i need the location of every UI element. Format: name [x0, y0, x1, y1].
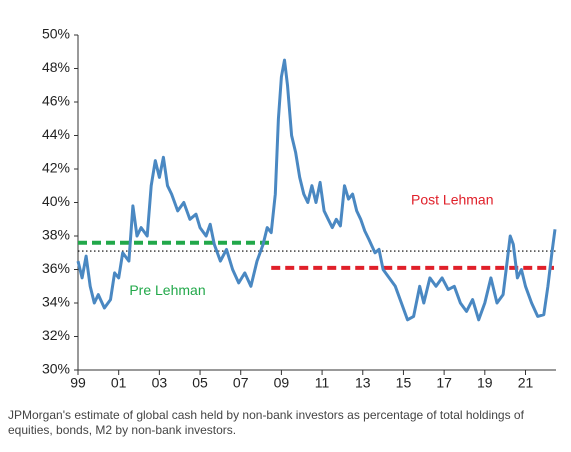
x-tick-label: 07	[233, 375, 249, 391]
y-tick-label: 34%	[42, 294, 70, 310]
x-tick-label: 05	[192, 375, 208, 391]
x-tick-label: 13	[355, 375, 371, 391]
y-tick-label: 44%	[42, 126, 70, 142]
x-tick-label: 11	[315, 375, 330, 391]
x-tick-label: 19	[477, 375, 493, 391]
x-tick-label: 17	[436, 375, 452, 391]
y-tick-label: 42%	[42, 160, 70, 176]
y-tick-label: 38%	[42, 227, 70, 243]
y-tick-label: 32%	[42, 327, 70, 343]
y-tick-label: 46%	[42, 93, 70, 109]
chart: 30% 32% 34% 36% 38% 40% 42% 44% 46% 48% 50% 99 01 03 0…	[42, 26, 557, 391]
y-tick-label: 36%	[42, 260, 70, 276]
x-tick-label: 99	[70, 375, 86, 391]
x-tick-label: 21	[518, 375, 534, 391]
series-line	[76, 58, 557, 322]
reference-label: Post Lehman	[411, 192, 494, 208]
y-tick-label: 40%	[42, 193, 70, 209]
y-tick-label: 50%	[42, 26, 70, 42]
caption: JPMorgan's estimate of global cash held …	[8, 408, 524, 437]
y-tick-label: 30%	[42, 361, 70, 377]
reference-label: Pre Lehman	[129, 282, 205, 298]
x-tick-label: 03	[152, 375, 168, 391]
y-tick-label: 48%	[42, 59, 70, 75]
x-tick-label: 09	[274, 375, 290, 391]
x-tick-label: 01	[111, 375, 127, 391]
x-tick-label: 15	[396, 375, 412, 391]
